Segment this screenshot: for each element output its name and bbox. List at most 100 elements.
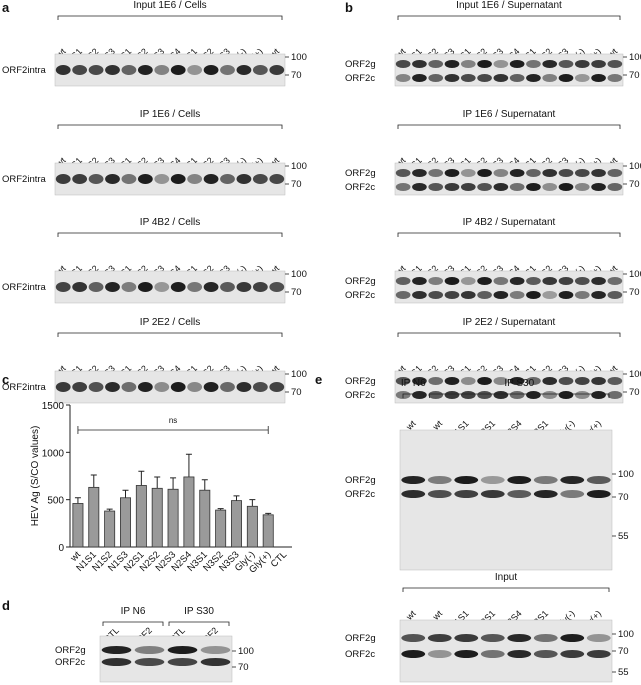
band [444,277,460,285]
blot-membrane [394,270,624,304]
band [509,277,525,285]
band [574,74,590,82]
band [137,282,153,292]
band [167,646,198,654]
band [395,183,411,191]
band [88,382,104,392]
band [88,174,104,184]
marker-label: 70 [629,287,640,298]
band [526,277,541,285]
bar [183,476,195,548]
marker-label: 100 [629,52,641,63]
band [507,634,532,642]
band [134,658,165,666]
blot-title: IP S30 [184,606,214,617]
band [477,277,492,285]
band [591,183,606,191]
band [269,65,285,75]
band [236,282,252,292]
band [72,382,88,392]
band [586,476,611,484]
band-label: ORF2c [345,290,375,301]
band [401,476,426,484]
error-bar [249,499,256,507]
blot-title: Input 1E6 / Supernatant [456,0,562,11]
band [412,74,427,82]
marker-label: 100 [618,469,634,480]
band [607,391,623,399]
band [252,382,268,392]
band [591,169,606,177]
band [401,490,426,498]
band [203,382,219,392]
band [586,634,611,642]
band-label: ORF2c [345,649,375,660]
bracket [168,621,230,626]
marker-label: 70 [291,387,302,398]
band [167,658,198,666]
band [121,65,137,75]
x-tick-label: CTL [269,549,289,569]
band [220,174,235,184]
band [591,377,606,385]
band [428,391,444,399]
blot-membrane [394,53,624,87]
band [533,650,558,658]
band [428,291,444,299]
marker-label: 100 [291,52,307,63]
blot-title: IP S30 [504,378,534,389]
band-label: ORF2c [345,489,375,500]
band [427,490,452,498]
band [401,650,426,658]
marker-label: 100 [618,629,634,640]
marker-label: 70 [618,646,629,657]
error-bar [122,489,129,498]
marker-label: 100 [629,269,641,280]
band [187,174,203,184]
band [395,169,411,177]
panel-letter: d [2,598,10,613]
y-tick-label: 1000 [42,448,65,459]
band [454,490,479,498]
band [137,174,153,184]
band [170,65,186,75]
band [509,391,525,399]
band-label: ORF2g [345,168,376,179]
marker-label: 100 [629,161,641,172]
band [591,74,606,82]
band [395,74,411,82]
band [477,291,492,299]
band [480,476,505,484]
band-label: ORF2g [345,475,376,486]
band [509,291,525,299]
band [55,282,71,292]
bracket [57,15,283,20]
band [558,74,574,82]
band [574,377,590,385]
bracket [57,332,283,337]
y-axis-label: HEV Ag (S/CO values) [30,426,41,527]
band [252,282,268,292]
band [428,377,444,385]
band [460,183,476,191]
band [560,650,585,658]
band [460,377,476,385]
band [444,377,460,385]
band [55,382,71,392]
blot-title: IP 2E2 / Supernatant [463,317,556,328]
band [105,174,120,184]
band [412,183,427,191]
bar [262,514,274,548]
marker-label: 55 [618,531,629,542]
band [558,377,574,385]
band [412,277,427,285]
bar [215,509,227,548]
band [591,291,606,299]
band [507,490,532,498]
blot-title: IP N6 [121,606,146,617]
band [477,183,492,191]
band [560,476,585,484]
error-bar [233,495,240,501]
band [427,650,452,658]
bracket [402,393,424,398]
